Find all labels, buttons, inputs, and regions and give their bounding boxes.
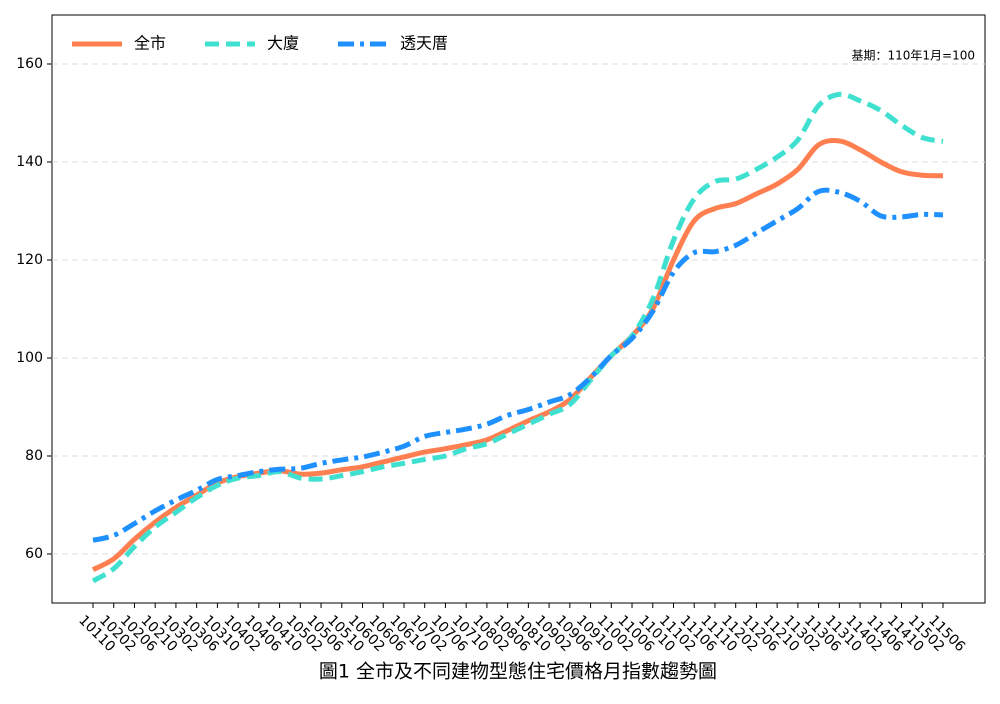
series-line <box>92 187 944 543</box>
annotation: 基期：110年1月=100 <box>852 49 976 63</box>
y-tick-label: 60 <box>25 546 43 562</box>
y-tick-label: 120 <box>16 252 43 268</box>
legend-label: 大廈 <box>267 34 299 53</box>
y-tick-label: 160 <box>16 56 43 72</box>
chart-title: 圖1 全市及不同建物型態住宅價格月指數趨勢圖 <box>319 661 717 683</box>
y-tick-label: 80 <box>25 448 43 464</box>
y-tick-label: 100 <box>16 350 43 366</box>
legend-label: 全市 <box>134 34 166 53</box>
plot-frame <box>51 14 986 604</box>
y-tick-label: 140 <box>16 154 43 170</box>
legend-label: 透天厝 <box>400 34 448 53</box>
series-line <box>91 138 944 572</box>
series-line <box>91 91 944 584</box>
